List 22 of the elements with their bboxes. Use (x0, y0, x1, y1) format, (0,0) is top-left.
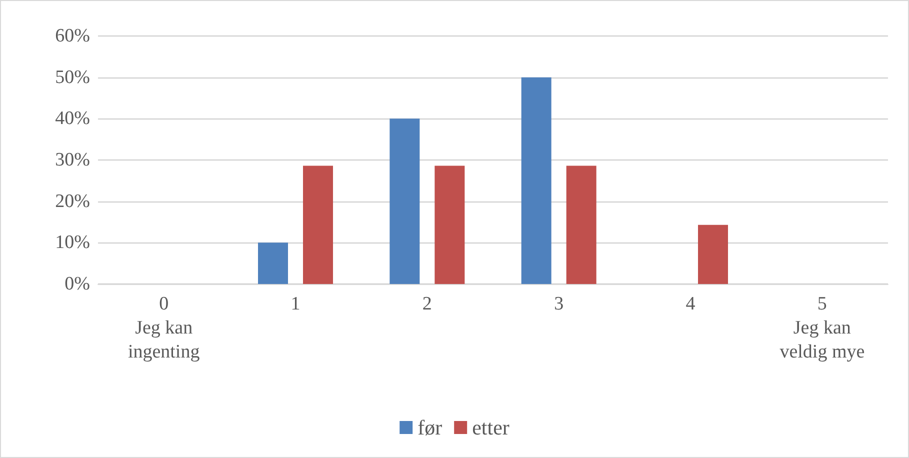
y-tick-label: 30% (55, 150, 90, 170)
bar (521, 77, 552, 284)
bar (390, 118, 420, 284)
y-tick-label: 40% (55, 108, 90, 130)
y-tick-label: 10% (55, 232, 90, 254)
x-tick-label: 3 (554, 294, 564, 314)
legend-label: etter (472, 416, 510, 440)
x-tick-label: 4 (686, 294, 696, 314)
y-tick-label: 0% (64, 274, 90, 294)
bar (566, 166, 596, 284)
bar (698, 224, 728, 284)
legend-label: før (418, 416, 442, 440)
x-tick-label: 2 (422, 294, 432, 314)
x-tick-label: 5 Jeg kan veldig mye (780, 294, 865, 362)
x-tick-label: 0 Jeg kan ingenting (128, 294, 200, 362)
y-tick-label: 50% (55, 66, 90, 88)
bar (434, 166, 465, 284)
y-tick-label: 20% (55, 190, 90, 212)
y-tick-label: 60% (55, 26, 90, 46)
bar (303, 166, 333, 284)
bar (258, 242, 288, 284)
x-tick-label: 1 (290, 294, 300, 314)
